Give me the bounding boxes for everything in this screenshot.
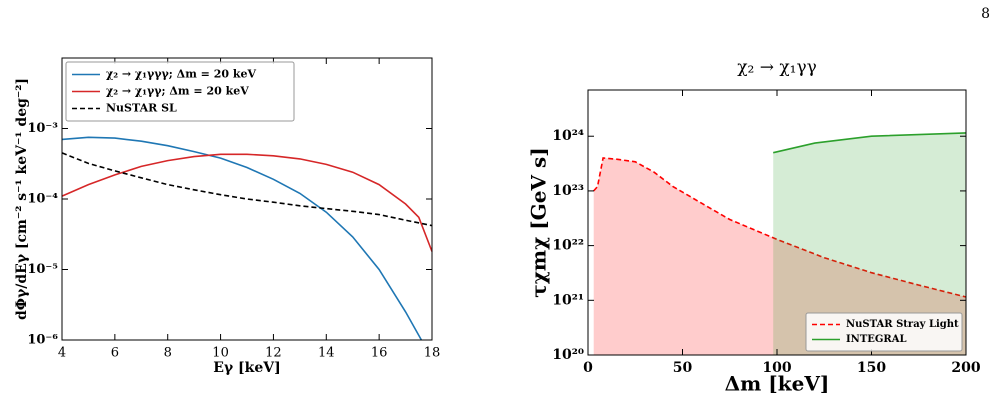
y-axis-label: τχmχ [GeV s] [527,147,551,297]
chart-title: χ₂ → χ₁γγ [737,58,817,78]
y-axis-label: dΦγ/dEγ [cm⁻² s⁻¹ keV⁻¹ deg⁻²] [14,78,30,320]
x-tick-label: 10 [212,346,229,361]
y-tick-label: 10²² [552,238,584,254]
legend-box [65,61,295,122]
x-tick-label: 14 [318,346,335,361]
line [61,153,433,252]
legend-label: INTEGRAL [846,334,907,345]
area [593,158,966,355]
x-tick-label: 4 [58,346,66,361]
y-tick-label: 10⁻⁵ [27,262,58,277]
page-number: 8 [981,6,990,22]
y-tick-label: 10²³ [552,183,584,199]
legend-box [805,312,963,352]
area [773,132,966,355]
x-tick-label: 100 [762,360,791,376]
line [61,152,433,227]
x-tick-label: 150 [857,360,886,376]
x-axis-label: Eγ [keV] [213,360,281,376]
line [593,157,967,298]
y-tick-label: 10⁻³ [27,121,58,136]
x-tick-label: 8 [164,346,172,361]
y-tick-label: 10⁻⁴ [27,192,58,207]
x-tick-label: 50 [673,360,693,376]
x-tick-label: 18 [424,346,441,361]
legend-label: χ₂ → χ₁γγγ; Δm = 20 keV [106,68,256,81]
line [61,136,423,341]
y-tick-label: 10²¹ [552,292,584,308]
legend-label: χ₂ → χ₁γγ; Δm = 20 keV [106,85,249,98]
x-tick-label: 16 [371,346,388,361]
x-axis-label: Δm [keV] [725,372,830,396]
x-tick-label: 6 [111,346,119,361]
legend-label: NuSTAR SL [106,102,177,115]
y-tick-label: 10²⁴ [552,128,584,144]
line [773,132,967,154]
x-tick-label: 12 [265,346,282,361]
y-tick-label: 10⁻⁶ [27,333,58,348]
y-tick-label: 10²⁰ [552,347,584,363]
x-tick-label: 0 [583,360,593,376]
legend-label: NuSTAR Stray Light [846,319,959,330]
x-tick-label: 200 [951,360,980,376]
